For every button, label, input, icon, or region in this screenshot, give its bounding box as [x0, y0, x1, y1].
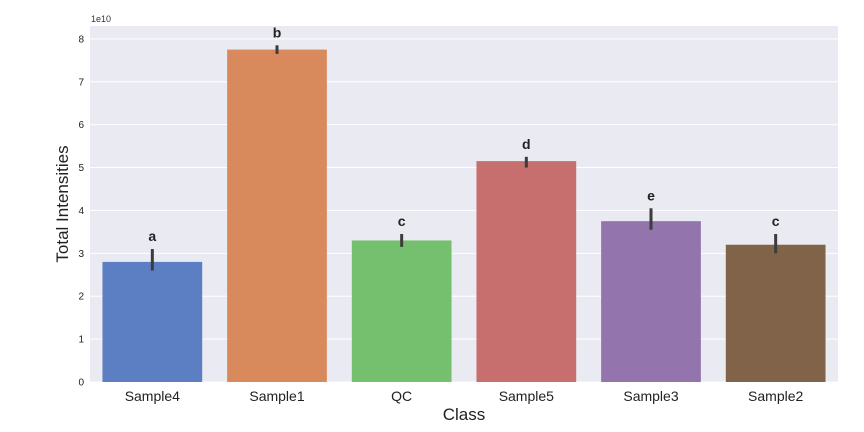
x-tick-label: Sample3: [623, 388, 678, 404]
x-axis-label: Class: [443, 405, 486, 424]
x-tick-label: Sample1: [249, 388, 304, 404]
y-tick-label: 6: [78, 120, 84, 131]
bar-annotation: b: [273, 24, 282, 40]
y-tick-label: 8: [78, 34, 84, 45]
y-offset-label: 1e10: [91, 14, 111, 24]
y-tick-label: 7: [78, 77, 84, 88]
bar: [725, 244, 826, 382]
x-tick-label: Sample5: [499, 388, 554, 404]
grid: [90, 38, 838, 383]
bar: [476, 161, 577, 382]
plot-area: [90, 26, 838, 382]
y-tick-label: 5: [78, 163, 84, 174]
x-tick-label: Sample2: [748, 388, 803, 404]
y-axis-label: Total Intensities: [53, 145, 72, 262]
x-tick-label: Sample4: [125, 388, 180, 404]
bar: [102, 261, 203, 382]
error-bars: [150, 45, 778, 271]
y-tick-label: 4: [78, 206, 84, 217]
x-axis-ticks: Sample4 Sample1 QC Sample5 Sample3 Sample2: [125, 388, 804, 404]
annotations: a b c d e c: [148, 24, 779, 244]
y-axis-ticks: 0 1 2 3 4 5 6 7 8: [78, 34, 84, 388]
bar-annotation: e: [647, 187, 655, 203]
bar-annotation: a: [148, 228, 156, 244]
bar-annotation: c: [772, 213, 780, 229]
bar-annotation: d: [522, 136, 531, 152]
bar: [351, 240, 452, 382]
bar: [227, 49, 327, 382]
y-tick-label: 1: [78, 335, 84, 346]
bars: [102, 49, 826, 382]
y-tick-label: 3: [78, 249, 84, 260]
bar: [601, 221, 701, 382]
x-tick-label: QC: [391, 388, 412, 404]
y-tick-label: 2: [78, 292, 84, 303]
bar-annotation: c: [398, 213, 406, 229]
y-tick-label: 0: [78, 378, 84, 389]
